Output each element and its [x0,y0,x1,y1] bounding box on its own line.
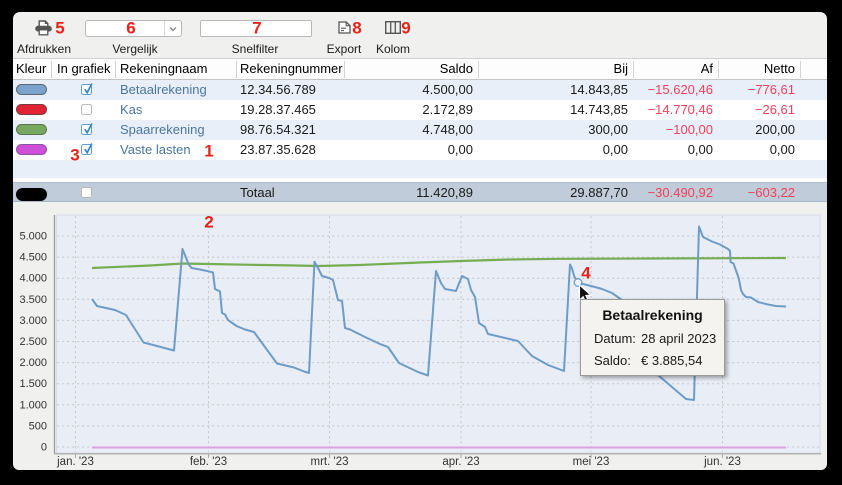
svg-text:4.500: 4.500 [19,252,47,264]
svg-text:apr. '23: apr. '23 [442,456,479,468]
svg-text:0: 0 [41,442,47,454]
svg-text:1.000: 1.000 [19,399,47,411]
svg-text:3.500: 3.500 [19,294,47,306]
svg-text:2.000: 2.000 [19,357,47,369]
svg-text:mrt. '23: mrt. '23 [311,456,349,468]
svg-text:3.000: 3.000 [19,315,47,327]
svg-text:jun. '23: jun. '23 [703,456,741,468]
svg-text:1.500: 1.500 [19,378,47,390]
svg-text:mei '23: mei '23 [573,456,610,468]
svg-text:feb. '23: feb. '23 [190,456,227,468]
svg-text:4.000: 4.000 [19,273,47,285]
svg-text:5.000: 5.000 [19,231,47,243]
svg-text:2.500: 2.500 [19,336,47,348]
svg-text:jan. '23: jan. '23 [56,456,94,468]
svg-text:500: 500 [29,420,47,432]
